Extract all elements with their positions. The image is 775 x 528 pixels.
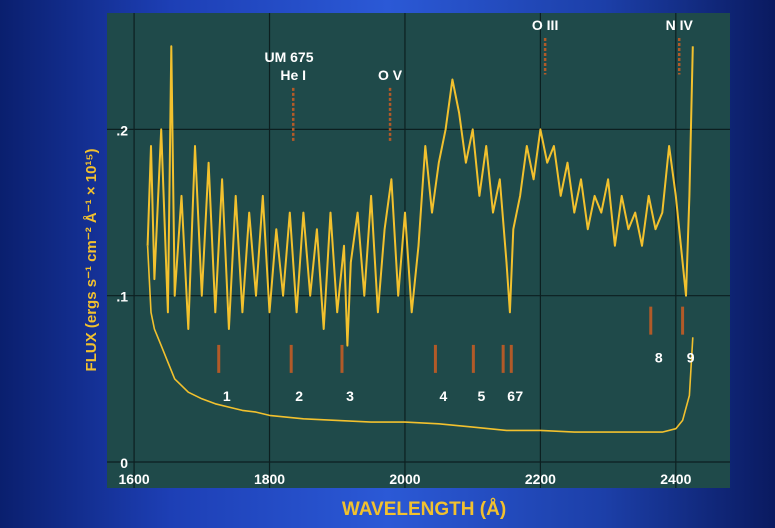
series-line-spectrum — [146, 45, 694, 347]
x-axis-label: WAVELENGTH (Å) — [342, 499, 506, 520]
marker-label: 3 — [346, 388, 354, 404]
marker-label: 1 — [223, 388, 231, 404]
marker-label: 9 — [687, 350, 695, 366]
marker-label: 7 — [515, 388, 523, 404]
grid — [107, 13, 730, 488]
x-tick-label: 1600 — [119, 471, 150, 487]
series-line-continuum — [146, 245, 694, 433]
marker-label: 5 — [477, 388, 485, 404]
y-tick-label: .2 — [116, 122, 128, 138]
line-label: O V — [378, 67, 403, 83]
line-label: He I — [280, 67, 306, 83]
marker-group: 1 2 3 4 5 6 7 8 9 — [217, 306, 695, 404]
object-label: UM 675 — [264, 49, 313, 65]
marker-label: 8 — [655, 350, 663, 366]
marker-label: 4 — [440, 388, 448, 404]
line-label: O III — [532, 17, 558, 33]
y-tick-label: 0 — [120, 455, 128, 471]
line-label-group: He I O V O III N IV — [280, 17, 694, 142]
line-label: N IV — [666, 17, 694, 33]
y-tick-label: .1 — [116, 289, 128, 305]
x-tick-label: 2200 — [525, 471, 556, 487]
x-tick-label: 2400 — [660, 471, 691, 487]
marker-label: 2 — [295, 388, 303, 404]
series-group — [146, 45, 694, 433]
x-tick-label: 1800 — [254, 471, 285, 487]
x-tick-labels: 1600 1800 2000 2200 2400 — [119, 471, 692, 487]
y-axis-label: FLUX (ergs s⁻¹ cm⁻² Å⁻¹ × 10¹⁵) — [83, 149, 100, 372]
y-tick-labels: 0 .1 .2 — [116, 122, 128, 471]
x-tick-label: 2000 — [389, 471, 420, 487]
marker-label: 6 — [507, 388, 515, 404]
